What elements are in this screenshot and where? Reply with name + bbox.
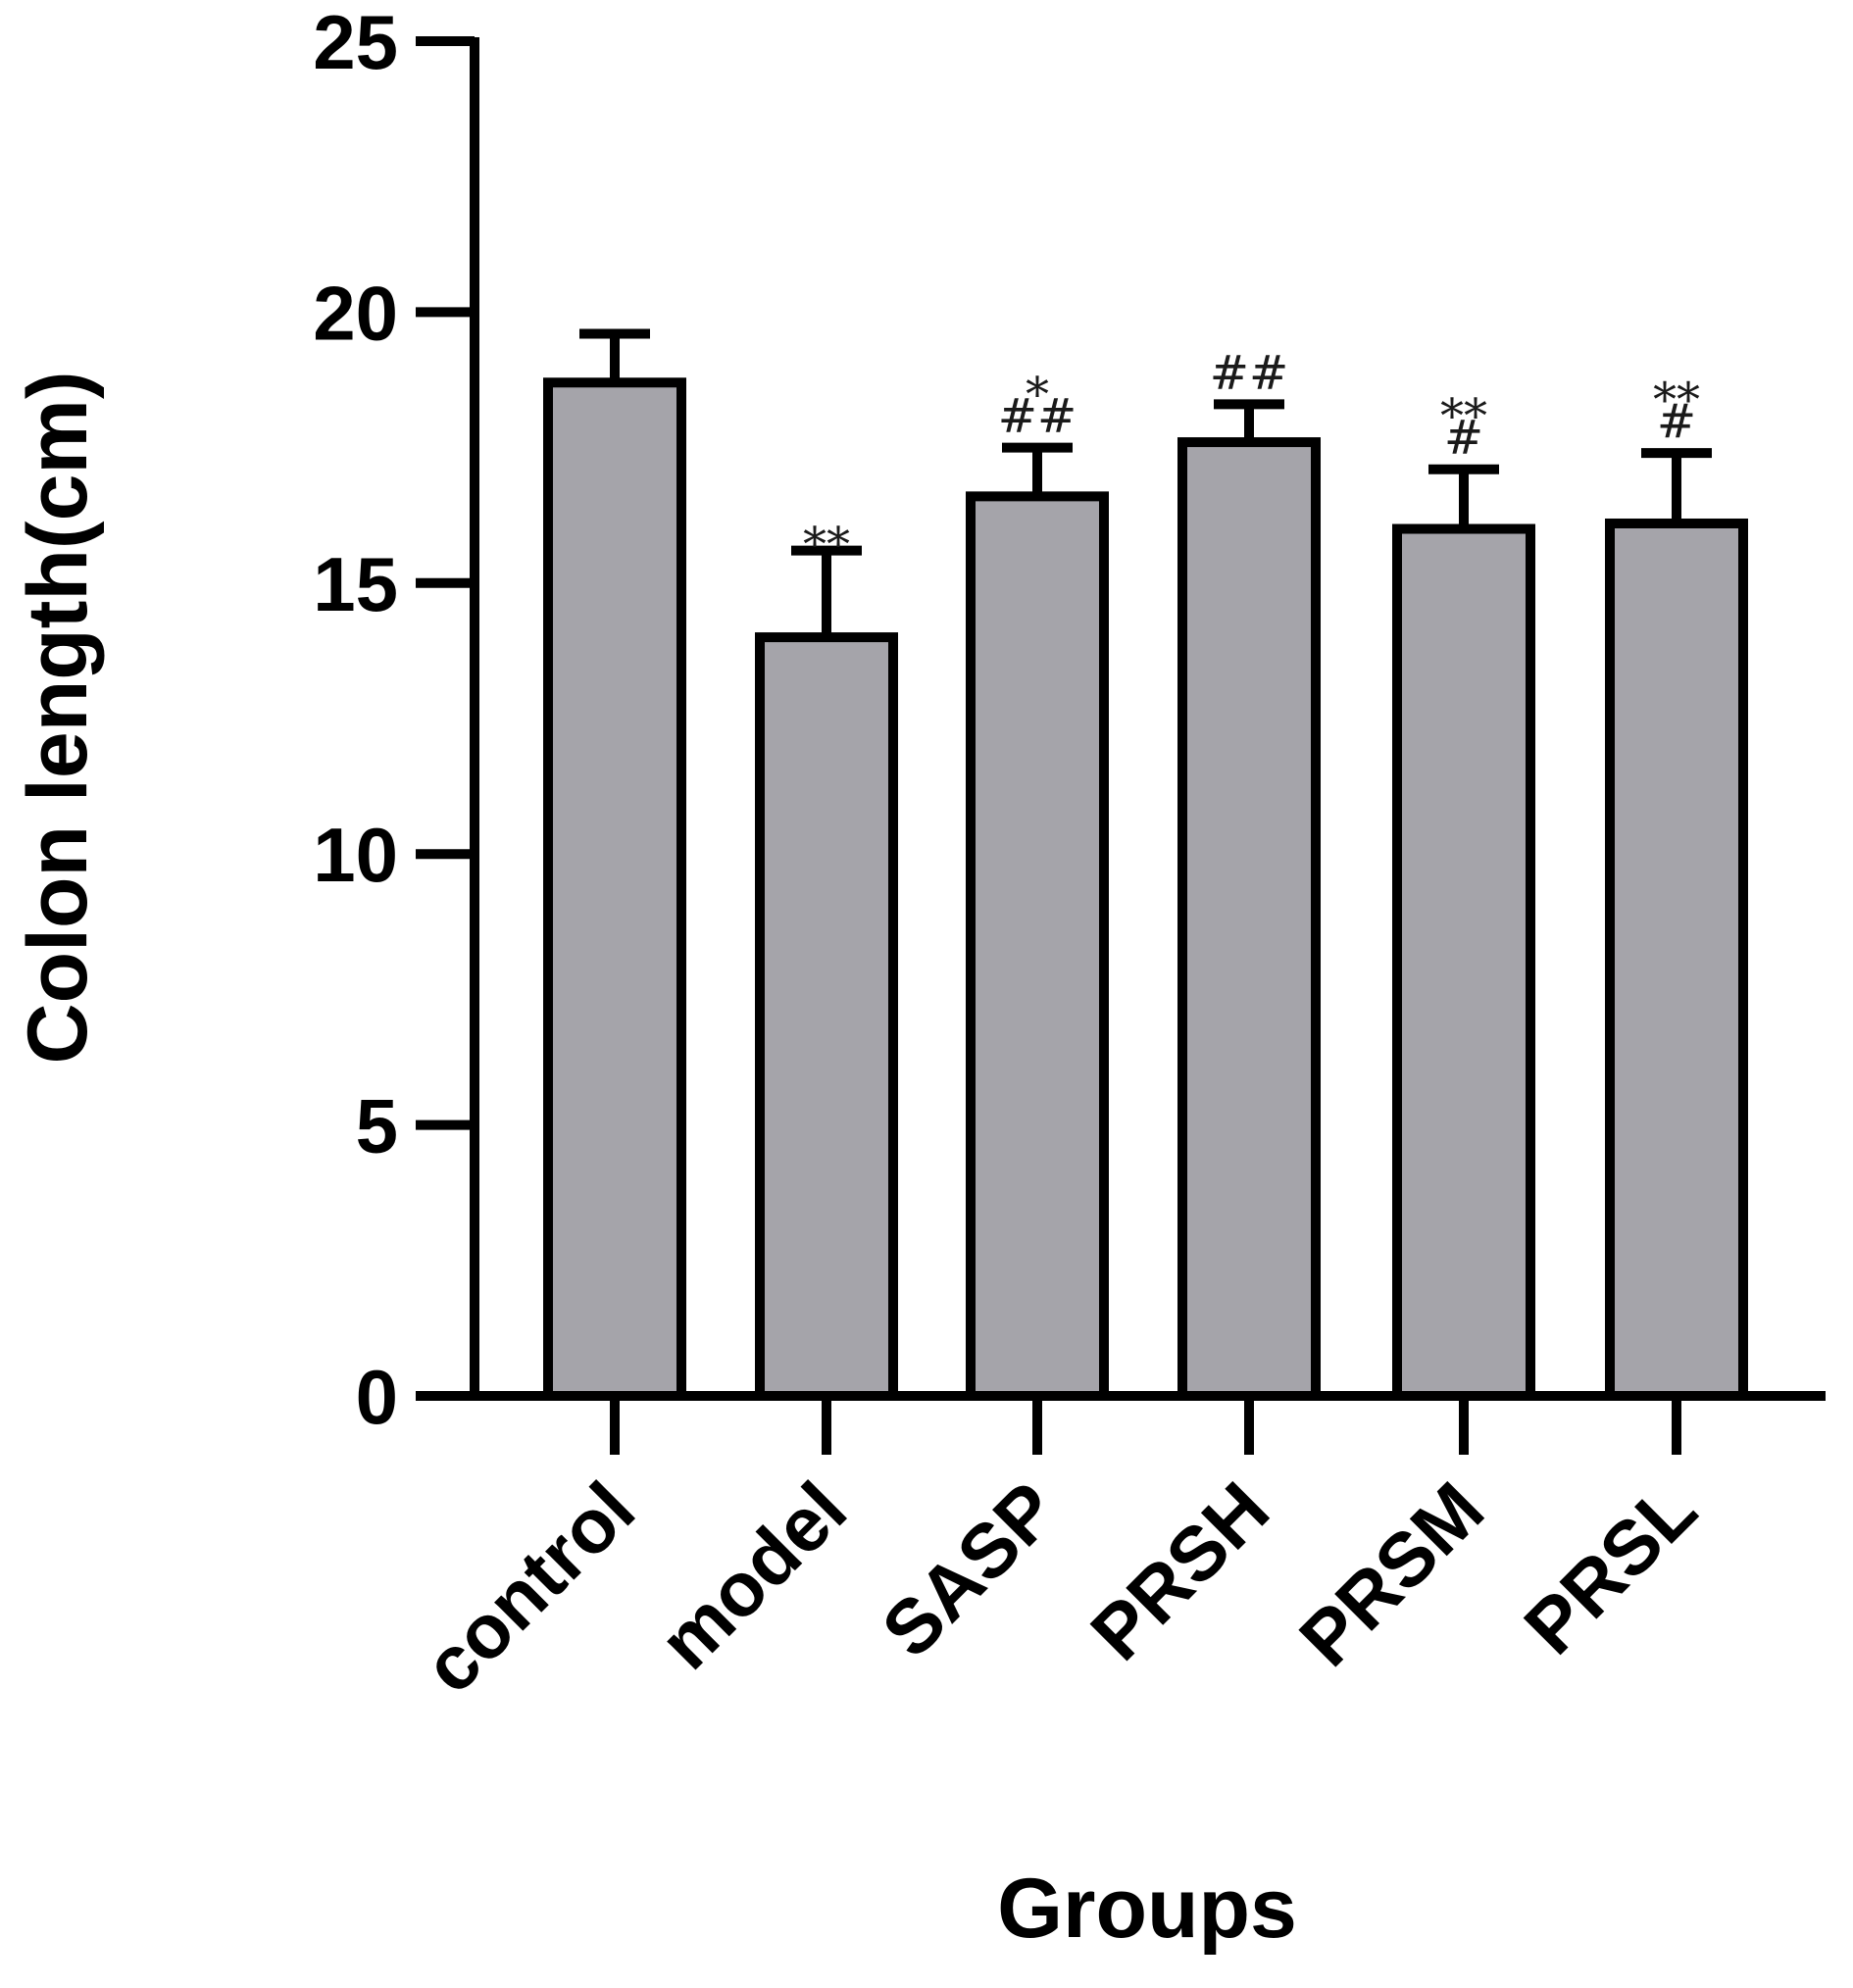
y-tick-label-10: 10	[313, 812, 398, 898]
annotation-prsm-1: #	[1444, 411, 1483, 466]
x-tick-label-prsh: PRSH	[1075, 1466, 1285, 1676]
bars-group	[543, 377, 1748, 1401]
bar-model	[755, 632, 898, 1401]
annotation-model-0: **	[803, 518, 850, 572]
annotation-sasp-1: ##	[998, 389, 1077, 444]
annotation-prsh-0: ##	[1210, 345, 1288, 400]
axes-group	[416, 37, 1826, 1401]
bar-prsh	[1177, 437, 1321, 1401]
x-tick-label-prsm: PRSM	[1282, 1466, 1500, 1683]
annotation-prsl-1: #	[1657, 394, 1696, 449]
x-tick-label-sasp: SASP	[866, 1466, 1074, 1673]
bar-control	[543, 377, 686, 1401]
x-tick-label-prsl: PRSL	[1508, 1466, 1713, 1670]
x-axis-title: Groups	[997, 1862, 1297, 1956]
annotations-group: ***####**#**#	[803, 345, 1700, 572]
bar-prsl	[1605, 518, 1748, 1401]
x-tick-label-model: model	[642, 1466, 863, 1686]
bar-prsm	[1392, 523, 1535, 1401]
annotation-prsl-0: **	[1653, 373, 1700, 427]
x-tick-label-control: control	[407, 1466, 651, 1710]
y-tick-label-0: 0	[356, 1354, 398, 1440]
y-tick-label-15: 15	[313, 541, 398, 627]
annotation-prsm-0: **	[1440, 389, 1487, 444]
bar-sasp	[966, 491, 1109, 1401]
y-ticks-group: 0 5 10 15 20 25	[313, 0, 475, 1440]
y-tick-label-20: 20	[313, 270, 398, 356]
y-tick-label-5: 5	[356, 1083, 398, 1169]
y-tick-label-25: 25	[313, 0, 398, 85]
y-axis-title: Colon length(cm)	[11, 371, 105, 1064]
error-bars-group	[579, 328, 1712, 638]
annotation-sasp-0: *	[1026, 368, 1049, 422]
